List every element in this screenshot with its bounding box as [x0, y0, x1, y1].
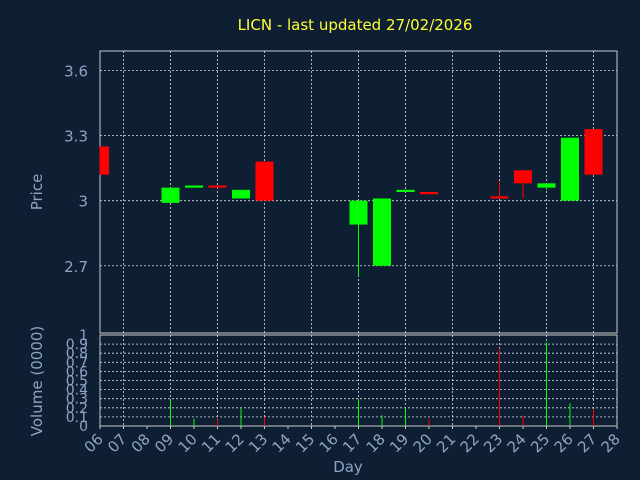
candle-body — [584, 129, 603, 175]
volume-tick-label: 0.5 — [66, 374, 88, 390]
candle-body — [373, 198, 391, 266]
candle-body — [561, 137, 579, 201]
y-axis-label-volume: Volume (0000) — [28, 326, 46, 436]
volume-tick-label: 1 — [79, 328, 88, 344]
x-tick-label: 08 — [128, 430, 154, 456]
x-axis: 0607080910111213141516171819202122232425… — [81, 426, 624, 456]
x-tick-label: 14 — [269, 430, 295, 456]
x-tick-label: 22 — [457, 430, 483, 456]
x-tick-label: 23 — [480, 430, 506, 456]
candle-body — [185, 185, 203, 188]
x-tick-label: 16 — [316, 430, 342, 456]
candle-body — [420, 192, 438, 195]
volume-tick-label: 0.9 — [66, 337, 88, 353]
x-tick-label: 26 — [551, 430, 577, 456]
volume-tick-label: 0.6 — [66, 364, 88, 380]
price-tick-label: 3 — [78, 193, 88, 211]
x-tick-label: 17 — [339, 430, 365, 456]
x-tick-label: 18 — [363, 430, 389, 456]
chart-title: LICN - last updated 27/02/2026 — [238, 16, 473, 34]
candle-body — [255, 161, 274, 201]
volume-tick-label: 0.3 — [66, 392, 88, 408]
volume-tick-label: 0.8 — [66, 346, 88, 362]
candle-body — [537, 183, 556, 188]
candle-body — [100, 146, 109, 175]
price-tick-label: 3.3 — [64, 128, 88, 146]
x-tick-label: 11 — [198, 430, 224, 456]
x-axis-label: Day — [333, 458, 363, 476]
candle-body — [232, 189, 250, 199]
price-tick-label: 3.6 — [64, 63, 88, 81]
volume-tick-label: 0.4 — [66, 383, 88, 399]
x-tick-label: 27 — [574, 430, 600, 456]
x-tick-label: 19 — [386, 430, 412, 456]
x-tick-label: 12 — [222, 430, 248, 456]
x-tick-label: 28 — [598, 430, 624, 456]
candle-body — [161, 187, 180, 203]
volume-tick-label: 0.2 — [66, 401, 88, 417]
x-tick-label: 15 — [292, 430, 318, 456]
volume-tick-label: 0.7 — [66, 355, 88, 371]
candle-body — [349, 200, 368, 225]
x-tick-label: 13 — [245, 430, 271, 456]
x-tick-label: 24 — [504, 430, 530, 456]
volume-tick-label: 0.1 — [66, 410, 88, 426]
x-tick-label: 25 — [527, 430, 553, 456]
price-panel: 2.7 3 3.3 3.6 — [64, 50, 618, 334]
candle-body — [208, 185, 227, 188]
candle-body — [396, 189, 415, 192]
x-tick-label: 07 — [104, 430, 130, 456]
x-tick-label: 10 — [175, 430, 201, 456]
volume-panel: 00.10.20.30.40.50.60.70.80.91 — [66, 328, 618, 435]
candle-body — [514, 170, 532, 184]
y-axis-label-price: Price — [28, 174, 46, 211]
x-tick-label: 09 — [151, 430, 177, 456]
volume-tick-label: 0 — [79, 419, 88, 435]
x-tick-label: 21 — [433, 430, 459, 456]
x-tick-label: 20 — [410, 430, 436, 456]
price-tick-label: 2.7 — [64, 258, 88, 276]
candle-body — [490, 196, 509, 199]
